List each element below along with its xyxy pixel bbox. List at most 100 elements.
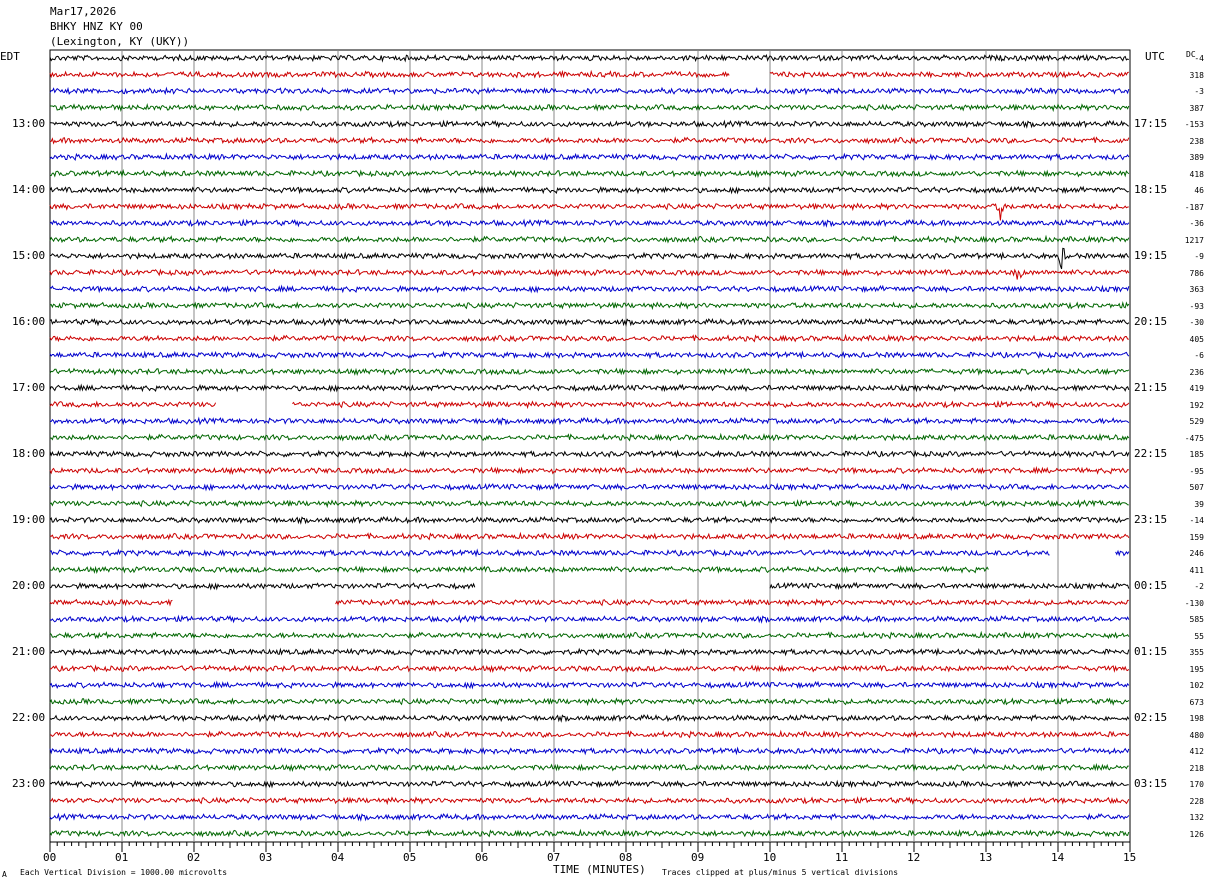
dc-offset-label: -30 [1189,318,1204,327]
dc-offset-label: 411 [1189,565,1204,575]
trace-row-26 [49,482,1130,492]
trace-row-33 [49,598,1129,608]
dc-offset-label: 786 [1189,268,1204,278]
right-hour-label: 23:15 [1134,513,1168,526]
trace-row-22 [49,416,1130,426]
left-hour-label: 22:00 [12,711,46,724]
right-hour-label: 22:15 [1134,447,1168,460]
dc-offset-label: 126 [1189,829,1204,839]
x-tick-label: 10 [763,851,777,864]
trace-row-3 [49,102,1130,113]
dc-offset-label: -475 [1184,433,1204,443]
trace-row-43 [49,762,1129,772]
dc-offset-label: -36 [1189,219,1204,228]
date-label: Mar17,2026 [50,5,117,18]
right-hour-label: 17:15 [1134,117,1168,130]
dc-offset-label: 198 [1189,714,1204,723]
x-tick-label: 11 [835,851,849,864]
x-tick-label: 04 [331,851,345,864]
right-hour-label: 21:15 [1134,381,1168,394]
x-tick-label: 01 [115,851,129,864]
trace-row-29 [49,531,1130,541]
left-hour-label: 18:00 [12,447,46,460]
x-tick-label: 08 [619,851,633,864]
trace-row-17 [49,333,1129,343]
dc-offset-label: 363 [1189,285,1204,294]
dc-offset-label: -14 [1189,516,1204,525]
trace-row-46 [49,812,1130,822]
trace-row-41 [49,729,1130,739]
right-hour-label: 20:15 [1134,315,1168,328]
trace-row-11 [49,234,1130,244]
trace-row-4 [49,119,1130,129]
dc-offset-label: -6 [1194,351,1204,360]
dc-offset-label: 228 [1189,796,1204,806]
left-hour-label: 16:00 [12,315,46,328]
trace-row-19 [49,367,1130,376]
x-tick-label: 07 [547,851,561,864]
dc-offset-label: 159 [1189,532,1204,542]
trace-row-42 [49,746,1130,756]
dc-offset-label: 507 [1189,483,1204,492]
dc-offset-label: 55 [1194,631,1204,641]
right-timezone-label: UTC [1145,50,1165,63]
trace-row-35 [49,630,1130,640]
trace-row-2 [49,86,1130,96]
trace-row-18 [49,350,1130,360]
dc-offset-label: 46 [1194,186,1204,195]
trace-row-30 [49,548,1130,558]
trace-row-6 [49,152,1130,162]
dc-offset-label: 419 [1189,384,1204,393]
right-hour-label: 02:15 [1134,711,1168,724]
corner-mark: A [2,870,7,879]
x-tick-label: 15 [1123,851,1137,864]
right-hour-label: 01:15 [1134,645,1168,658]
trace-row-28 [49,515,1129,525]
left-hour-label: 13:00 [12,117,46,130]
trace-row-12 [49,247,1130,270]
dc-offset-label: 585 [1189,615,1204,624]
dc-offset-label: 387 [1189,103,1204,113]
trace-row-34 [49,614,1130,624]
trace-row-20 [49,383,1130,393]
dc-offset-label: 170 [1189,780,1204,789]
right-hour-label: 19:15 [1134,249,1168,262]
left-hour-label: 17:00 [12,381,46,394]
right-hour-label: 18:15 [1134,183,1168,196]
dc-offset-label: 102 [1189,681,1204,690]
right-hour-label: 03:15 [1134,777,1168,790]
x-tick-label: 03 [259,851,273,864]
trace-row-15 [49,300,1130,311]
left-timezone-label: EDT [0,50,20,63]
trace-row-36 [49,647,1130,657]
trace-row-23 [49,432,1130,442]
clip-note: Traces clipped at plus/minus 5 vertical … [662,868,899,877]
trace-row-38 [49,680,1130,690]
x-tick-label: 05 [403,851,417,864]
trace-row-32 [49,581,1130,591]
trace-row-10 [49,218,1130,228]
trace-row-16 [49,317,1130,327]
plot-frame [49,49,1131,843]
dc-offset-label: -9 [1194,252,1204,261]
right-hour-label: 00:15 [1134,579,1168,592]
trace-row-5 [49,136,1130,145]
dc-offset-label: -3 [1194,87,1204,96]
x-tick-label: 00 [43,851,57,864]
left-hour-label: 20:00 [12,579,46,592]
trace-row-8 [49,185,1129,195]
dc-offset-label: 529 [1189,417,1204,426]
left-hour-label: 23:00 [12,777,46,790]
dc-offset-label: -153 [1184,120,1204,129]
trace-row-27 [49,498,1129,509]
trace-row-24 [49,449,1130,459]
dc-offset-label: 246 [1189,549,1204,558]
left-hour-label: 15:00 [12,249,46,262]
dc-offset-label: 185 [1189,450,1204,459]
dc-offset-label: 389 [1189,153,1204,162]
trace-row-37 [49,664,1130,673]
location-label: (Lexington, KY (UKY)) [50,35,190,48]
trace-row-25 [49,465,1129,475]
dc-offset-label: 236 [1189,367,1204,377]
